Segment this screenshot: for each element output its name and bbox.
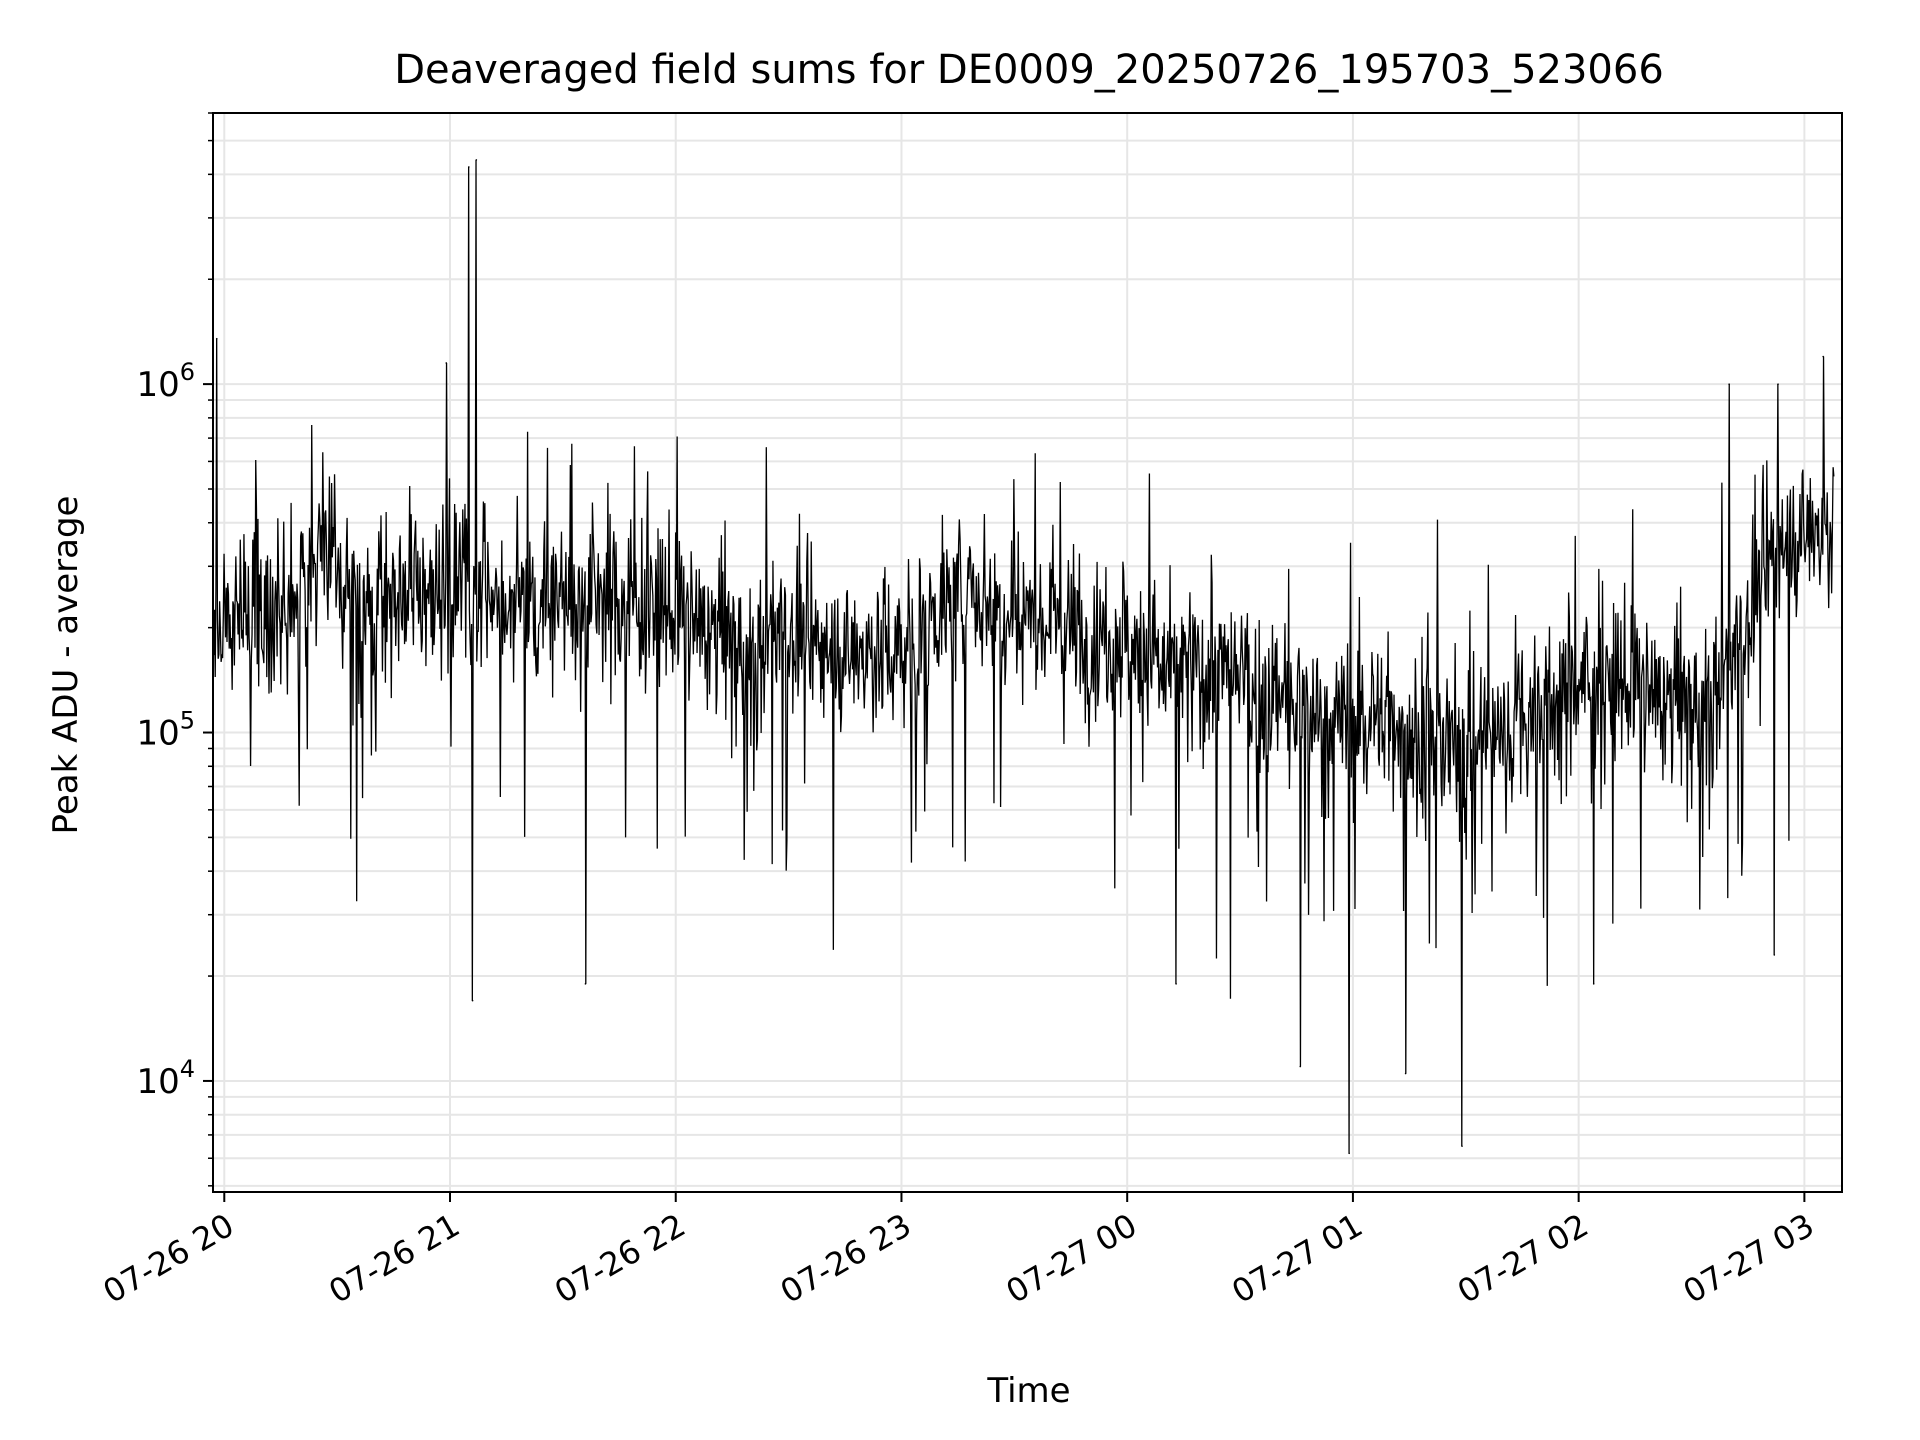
y-tick-base: 10 <box>136 365 179 405</box>
spike-point <box>1773 954 1776 956</box>
y-tick-exponent: 6 <box>180 358 195 386</box>
series-layer <box>213 159 1835 1155</box>
y-tick-exponent: 4 <box>180 1055 195 1083</box>
spike-point <box>1461 1145 1463 1147</box>
y-tick-exponent: 5 <box>180 707 195 735</box>
y-tick-base: 10 <box>136 1062 179 1102</box>
spike-point <box>215 337 218 340</box>
spike-point <box>1592 983 1595 985</box>
spike-point <box>1404 1072 1407 1075</box>
y-tick-label: 104 <box>136 1055 195 1102</box>
spike-point <box>1728 383 1730 385</box>
spike-point <box>1777 383 1779 385</box>
spike-point <box>468 166 470 168</box>
series-line <box>213 159 1835 1154</box>
spike-point <box>475 159 478 161</box>
spike-point <box>584 983 587 985</box>
spike-point <box>1822 355 1824 358</box>
spike-point <box>1299 1065 1302 1068</box>
y-tick-label: 105 <box>136 707 195 754</box>
y-axis-label: Peak ADU - average <box>46 496 86 835</box>
y-tick-label: 106 <box>136 358 195 405</box>
spike-point <box>471 999 474 1002</box>
spike-point <box>445 362 448 364</box>
x-axis-label: Time <box>986 1371 1070 1411</box>
y-tick-base: 10 <box>136 714 179 754</box>
spike-point <box>1348 1152 1350 1155</box>
chart-title: Deaveraged field sums for DE0009_2025072… <box>394 47 1664 93</box>
spike-point <box>1175 983 1177 985</box>
plot-frame <box>212 112 1843 1193</box>
